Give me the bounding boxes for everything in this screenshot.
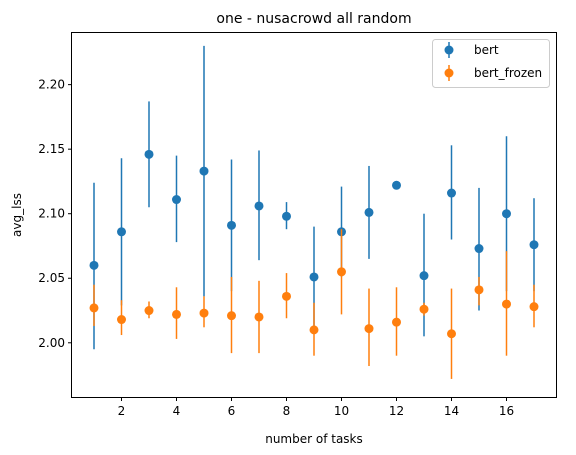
y-axis-label: avg_lss xyxy=(10,193,24,237)
x-tick-label: 8 xyxy=(283,404,291,418)
point-bert xyxy=(365,208,374,217)
x-tick-label: 10 xyxy=(334,404,349,418)
point-bert-frozen xyxy=(145,306,154,315)
legend-label-bert-frozen: bert_frozen xyxy=(474,66,542,80)
y-tick-label: 2.00 xyxy=(38,336,65,350)
point-bert xyxy=(200,167,209,176)
y-tick-label: 2.10 xyxy=(38,207,65,221)
x-tick-label: 12 xyxy=(389,404,404,418)
point-bert-frozen xyxy=(117,315,126,324)
x-tick-label: 2 xyxy=(118,404,126,418)
legend-marker-bert-frozen xyxy=(445,69,454,78)
point-bert xyxy=(530,240,539,249)
point-bert-frozen xyxy=(227,311,236,320)
point-bert xyxy=(392,181,401,190)
point-bert-frozen xyxy=(337,267,346,276)
point-bert xyxy=(172,195,181,204)
legend: bert bert_frozen xyxy=(433,40,550,88)
x-axis-label: number of tasks xyxy=(265,432,363,446)
y-tick-label: 2.05 xyxy=(38,271,65,285)
point-bert-frozen xyxy=(282,292,291,301)
point-bert-frozen xyxy=(502,300,511,309)
point-bert xyxy=(447,189,456,198)
y-axis: 2.00 2.05 2.10 2.15 2.20 xyxy=(38,78,72,350)
x-tick-label: 16 xyxy=(499,404,514,418)
point-bert xyxy=(310,272,319,281)
point-bert xyxy=(420,271,429,280)
legend-marker-bert xyxy=(445,46,454,55)
x-axis: 2 4 6 8 10 12 14 16 xyxy=(118,397,514,418)
point-bert xyxy=(117,227,126,236)
legend-label-bert: bert xyxy=(474,43,499,57)
point-bert-frozen xyxy=(172,310,181,319)
point-bert-frozen xyxy=(90,303,99,312)
point-bert-frozen xyxy=(475,285,484,294)
point-bert-frozen xyxy=(310,325,319,334)
point-bert xyxy=(90,261,99,270)
point-bert xyxy=(475,244,484,253)
point-bert xyxy=(255,201,264,210)
point-bert xyxy=(282,212,291,221)
point-bert-frozen xyxy=(447,329,456,338)
point-bert xyxy=(145,150,154,159)
point-bert-frozen xyxy=(420,305,429,314)
point-bert-frozen xyxy=(530,302,539,311)
point-bert-frozen xyxy=(392,318,401,327)
y-tick-label: 2.20 xyxy=(38,78,65,92)
point-bert xyxy=(502,209,511,218)
x-tick-label: 4 xyxy=(173,404,181,418)
point-bert xyxy=(227,221,236,230)
y-tick-label: 2.15 xyxy=(38,142,65,156)
point-bert-frozen xyxy=(200,309,209,318)
x-tick-label: 14 xyxy=(444,404,459,418)
point-bert-frozen xyxy=(365,324,374,333)
point-bert-frozen xyxy=(255,312,264,321)
chart-title: one - nusacrowd all random xyxy=(216,11,411,27)
series-layer xyxy=(90,46,539,379)
x-tick-label: 6 xyxy=(228,404,236,418)
